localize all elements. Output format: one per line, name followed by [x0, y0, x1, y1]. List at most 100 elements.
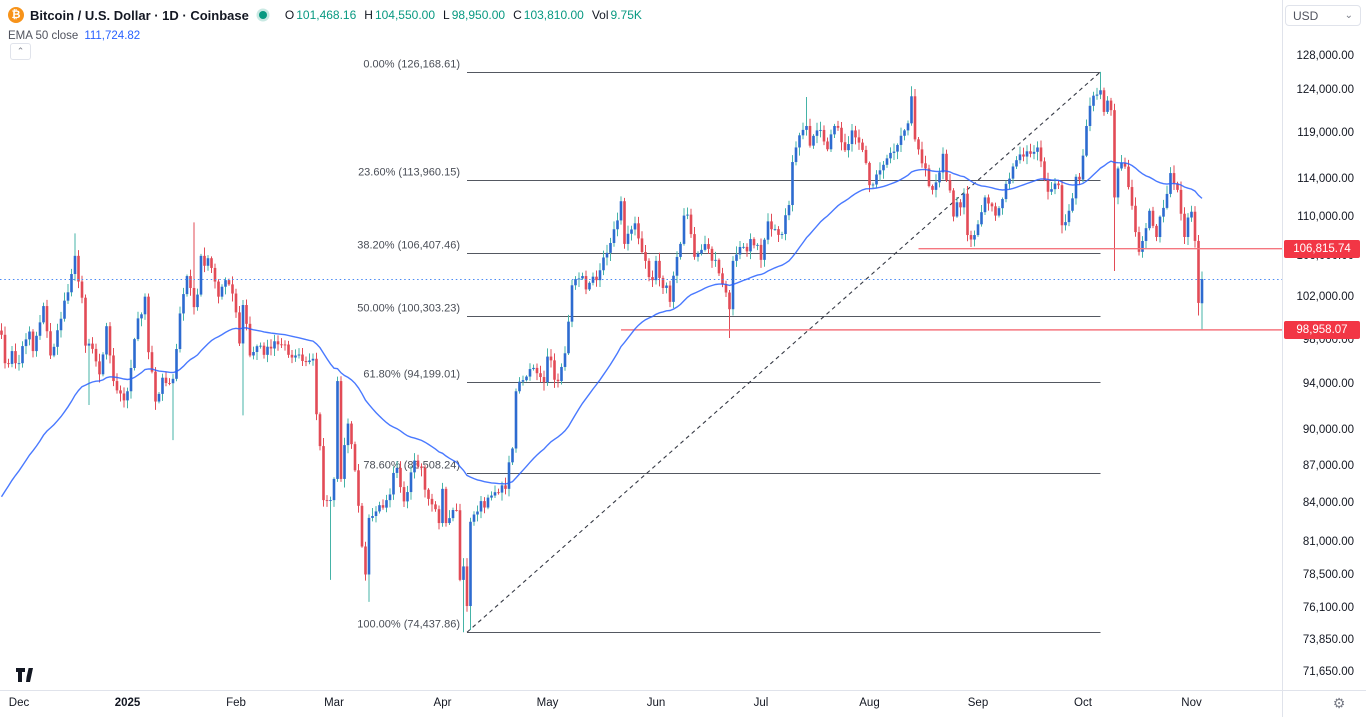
candle-body	[574, 279, 577, 286]
candle-body	[1127, 166, 1130, 188]
candle-body	[1074, 176, 1078, 199]
currency-dropdown[interactable]: USD ⌄	[1285, 5, 1361, 26]
candle-body	[1081, 155, 1085, 180]
candle-body	[388, 494, 392, 501]
candle-body	[325, 500, 329, 502]
candle-body	[437, 509, 441, 524]
candle-body	[287, 344, 290, 355]
candle-body	[717, 259, 721, 274]
legend-collapse-button[interactable]: ⌃	[10, 43, 31, 60]
candle-body	[35, 335, 38, 352]
price-tick-label: 73,850.00	[1302, 634, 1354, 647]
candle-body	[28, 331, 31, 340]
candle-body	[1162, 207, 1165, 217]
candle-body	[14, 351, 17, 364]
symbol-legend-row: ₿ Bitcoin / U.S. Dollar · 1D · Coinbase …	[8, 6, 642, 24]
candle-body	[612, 229, 616, 244]
candle-body	[448, 518, 451, 524]
candle-body	[297, 354, 301, 356]
symbol-title[interactable]: Bitcoin / U.S. Dollar · 1D · Coinbase	[30, 7, 249, 23]
candle-body	[665, 285, 668, 288]
candle-body	[185, 276, 189, 295]
price-tag: 106,815.74	[1284, 239, 1360, 258]
candle-body	[1193, 211, 1197, 241]
candle-body	[913, 96, 917, 140]
candle-body	[329, 500, 332, 502]
candle-body	[626, 233, 630, 244]
candle-body	[343, 445, 346, 479]
tradingview-logo-icon	[16, 668, 33, 682]
candle-body	[668, 285, 672, 302]
candle-body	[182, 294, 185, 314]
high-value: 104,550.00	[374, 8, 436, 22]
candle-body	[966, 193, 969, 236]
price-tick-label: 76,100.00	[1302, 602, 1354, 615]
candle-body	[7, 363, 10, 365]
price-axis[interactable]: 128,000.00 124,000.00 119,000.00 114,000.00…	[1283, 0, 1366, 690]
candle-body	[63, 300, 66, 319]
candle-body	[511, 448, 514, 463]
ema-indicator-label: EMA 50 close	[8, 30, 79, 42]
open-value: 101,468.16	[296, 8, 357, 22]
candle-body	[1113, 110, 1116, 198]
candle-body	[885, 158, 889, 165]
volume-value: 9.75K	[610, 8, 642, 22]
candle-body	[374, 511, 378, 517]
candle-body	[199, 255, 203, 295]
candle-body	[259, 345, 262, 347]
candle-body	[80, 281, 84, 298]
candle-body	[959, 202, 962, 208]
candle-body	[465, 566, 469, 607]
candle-body	[1078, 176, 1081, 180]
candle-body	[283, 344, 287, 346]
candle-body	[1053, 183, 1057, 190]
candle-body	[213, 267, 217, 282]
ema-legend-row[interactable]: EMA 50 close 111,724.82	[8, 29, 642, 43]
price-tick-label: 119,000.00	[1297, 127, 1354, 140]
candle-body	[661, 277, 665, 288]
candle-body	[983, 197, 987, 213]
tradingview-logo[interactable]	[16, 667, 33, 683]
close-value: 103,810.00	[523, 8, 584, 22]
time-tick-label: 2025	[114, 697, 141, 709]
candle-body	[1064, 222, 1067, 226]
time-tick-label: Sep	[967, 697, 989, 709]
fib-level-label: 78.60% (86,508.24)	[363, 460, 460, 472]
ema-50-line[interactable]	[0, 160, 1203, 498]
candle-body	[805, 125, 808, 130]
candle-body	[371, 516, 374, 518]
candle-body	[938, 172, 941, 183]
time-axis[interactable]: Dec 2025 Feb Mar Apr May Jun Jul Aug Sep Oct Nov	[0, 691, 1366, 717]
candle-body	[756, 244, 759, 246]
candle-body	[546, 356, 549, 383]
candle-body	[763, 239, 766, 260]
candle-body	[434, 504, 437, 510]
time-tick-label: Feb	[226, 697, 246, 709]
candle-body	[3, 334, 7, 364]
candle-body	[276, 341, 280, 345]
axis-settings-gear-icon[interactable]: ⚙	[1332, 695, 1346, 711]
candle-body	[479, 501, 483, 512]
candle-body	[864, 149, 868, 163]
time-axis-separator	[0, 690, 1366, 691]
candle-body	[290, 354, 294, 358]
candle-body	[896, 144, 899, 152]
candle-body	[507, 462, 511, 489]
candle-body	[745, 246, 749, 252]
candle-body	[605, 252, 609, 258]
candle-body	[217, 281, 220, 297]
candle-body	[623, 201, 626, 244]
candle-body	[318, 414, 322, 447]
candle-body	[136, 318, 140, 340]
candle-body	[364, 546, 367, 575]
candlestick-chart[interactable]: 0.00% (126,168.61) 23.60% (113,960.15) 38.…	[0, 0, 1282, 690]
candle-body	[822, 129, 826, 142]
candle-body	[42, 306, 45, 323]
candle-body	[38, 322, 42, 336]
candle-body	[399, 467, 402, 488]
candle-body	[808, 125, 812, 146]
price-chart-pane[interactable]: 0.00% (126,168.61) 23.60% (113,960.15) 38.…	[0, 0, 1282, 690]
fib-trendline[interactable]	[466, 71, 1101, 633]
candle-body	[486, 497, 490, 508]
price-tick-label: 71,650.00	[1302, 666, 1354, 679]
